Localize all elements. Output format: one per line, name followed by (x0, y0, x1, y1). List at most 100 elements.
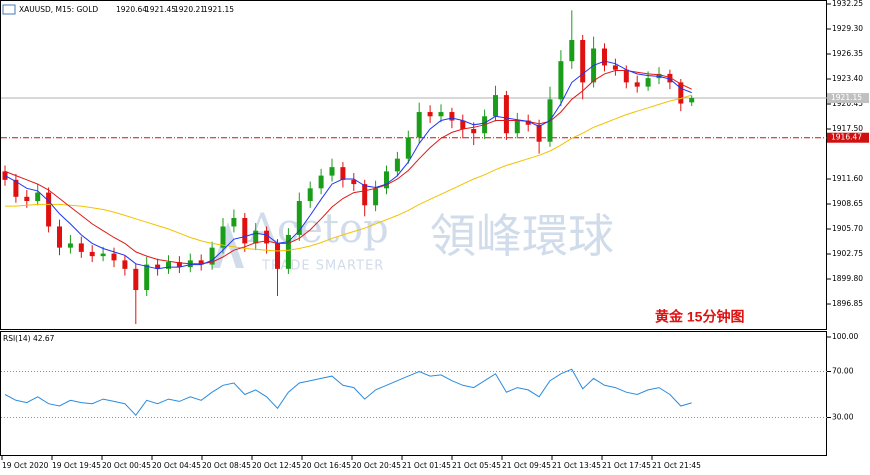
rsi-line (4, 368, 692, 416)
y-tick-label: 1905.70 (832, 224, 863, 233)
candle-body (514, 120, 520, 134)
reference-label-bg (827, 132, 869, 143)
candle-body (471, 128, 477, 134)
candle-body (362, 184, 368, 206)
bid-label-bg (827, 93, 869, 104)
y-tick-label: 1896.85 (832, 299, 863, 308)
y-tick-label: 1908.65 (832, 199, 863, 208)
x-tick-label: 21 Oct 17:45 (602, 461, 651, 470)
candle-body (449, 112, 455, 121)
candle-body (340, 167, 346, 180)
candle-body (144, 264, 150, 291)
rsi-panel (0, 331, 827, 456)
x-tick-label: 20 Oct 20:45 (352, 461, 401, 470)
candle-body (35, 192, 41, 202)
candle-body (89, 251, 95, 257)
y-tick-label: 1926.35 (832, 49, 863, 58)
candle-body (57, 226, 62, 248)
watermark-chinese: 領峰環球 (430, 210, 614, 262)
moving-average (4, 60, 692, 270)
candle-body (525, 120, 531, 125)
candle-body (384, 171, 389, 189)
x-tick-label: 20 Oct 08:45 (202, 461, 251, 470)
last-close: 1921.15 (203, 5, 234, 14)
candle-body (438, 112, 444, 117)
x-tick-label: 21 Oct 09:45 (502, 461, 551, 470)
y-tick-label: 1902.75 (832, 249, 863, 258)
candle-body (122, 260, 128, 269)
candle-body (67, 243, 73, 248)
candle-body (493, 95, 498, 117)
x-tick-label: 19 Oct 2020 (2, 461, 49, 470)
y-tick-label: 100.00 (832, 332, 858, 341)
candle-body (155, 264, 161, 269)
bid-label: 1921.15 (831, 93, 862, 102)
candle-body (231, 217, 237, 227)
candle-body (285, 234, 291, 269)
candle-body (46, 192, 52, 227)
candle-body (24, 196, 30, 202)
y-tick-label: 1920.45 (832, 99, 863, 108)
candle-body (536, 124, 542, 142)
watermark: Acetop 領峰環球 TRADE SMARTER (212, 206, 614, 274)
candle-body (667, 73, 673, 83)
annotation: 黄金 15分钟图 (655, 309, 744, 325)
candle-body (296, 201, 302, 235)
candle-body (503, 95, 509, 134)
candle-body (602, 48, 607, 66)
candle-body (133, 268, 139, 291)
y-tick-label: 30.00 (832, 413, 854, 422)
candle-body (634, 82, 640, 87)
reference-label: 1916.47 (831, 133, 862, 142)
x-tick-label: 20 Oct 12:45 (252, 461, 301, 470)
y-tick-label: 1917.50 (832, 124, 863, 133)
x-tick-label: 20 Oct 04:45 (152, 461, 201, 470)
last-open: 1920.64 (116, 5, 147, 14)
moving-average (5, 94, 692, 252)
candle-body (580, 40, 586, 83)
candle-body (645, 78, 651, 87)
watermark-brand: Acetop (247, 206, 389, 252)
candle-body (275, 243, 280, 269)
header: XAUUSD, M15: GOLD 1920.64 1921.45 1920.2… (2, 4, 234, 15)
watermark-tagline: TRADE SMARTER (261, 259, 384, 274)
candle-body (460, 120, 466, 129)
candle-body (242, 217, 248, 244)
symbol-icon (2, 4, 16, 15)
x-tick-label: 19 Oct 19:45 (52, 461, 101, 470)
y-tick-label: 1899.80 (832, 274, 863, 283)
candle-body (253, 230, 259, 244)
candle-body (678, 82, 684, 104)
candle-body (416, 112, 422, 138)
y-tick-label: 1923.40 (832, 74, 863, 83)
candle-body (307, 188, 313, 202)
y-tick-label: 1932.25 (832, 0, 863, 8)
candle-body (100, 253, 106, 257)
last-low: 1920.21 (174, 5, 205, 14)
candle-body (394, 158, 400, 172)
rsi-label: RSI(14) 42.67 (3, 334, 55, 343)
candle-body (166, 262, 171, 269)
x-tick-label: 21 Oct 21:45 (652, 461, 701, 470)
candle-body (220, 226, 226, 248)
candle-body (198, 260, 204, 265)
candle-body (351, 179, 357, 185)
x-tick-label: 20 Oct 00:45 (102, 461, 151, 470)
y-tick-label: 70.00 (832, 367, 854, 376)
last-high: 1921.45 (145, 5, 176, 14)
x-tick-label: 21 Oct 13:45 (552, 461, 601, 470)
candle-body (405, 137, 411, 159)
candle-body (176, 262, 182, 268)
symbol: XAUUSD, M15: GOLD (19, 5, 98, 14)
candle-body (13, 179, 19, 197)
candle-body (569, 40, 575, 62)
y-tick-label: 1911.60 (832, 174, 863, 183)
candle-body (558, 61, 564, 100)
candle-body (373, 188, 379, 206)
candle-body (318, 175, 324, 189)
candle-body (623, 69, 629, 83)
y-tick-label: 1929.30 (832, 24, 863, 33)
candle-body (612, 65, 618, 70)
x-tick-label: 21 Oct 01:45 (402, 461, 451, 470)
